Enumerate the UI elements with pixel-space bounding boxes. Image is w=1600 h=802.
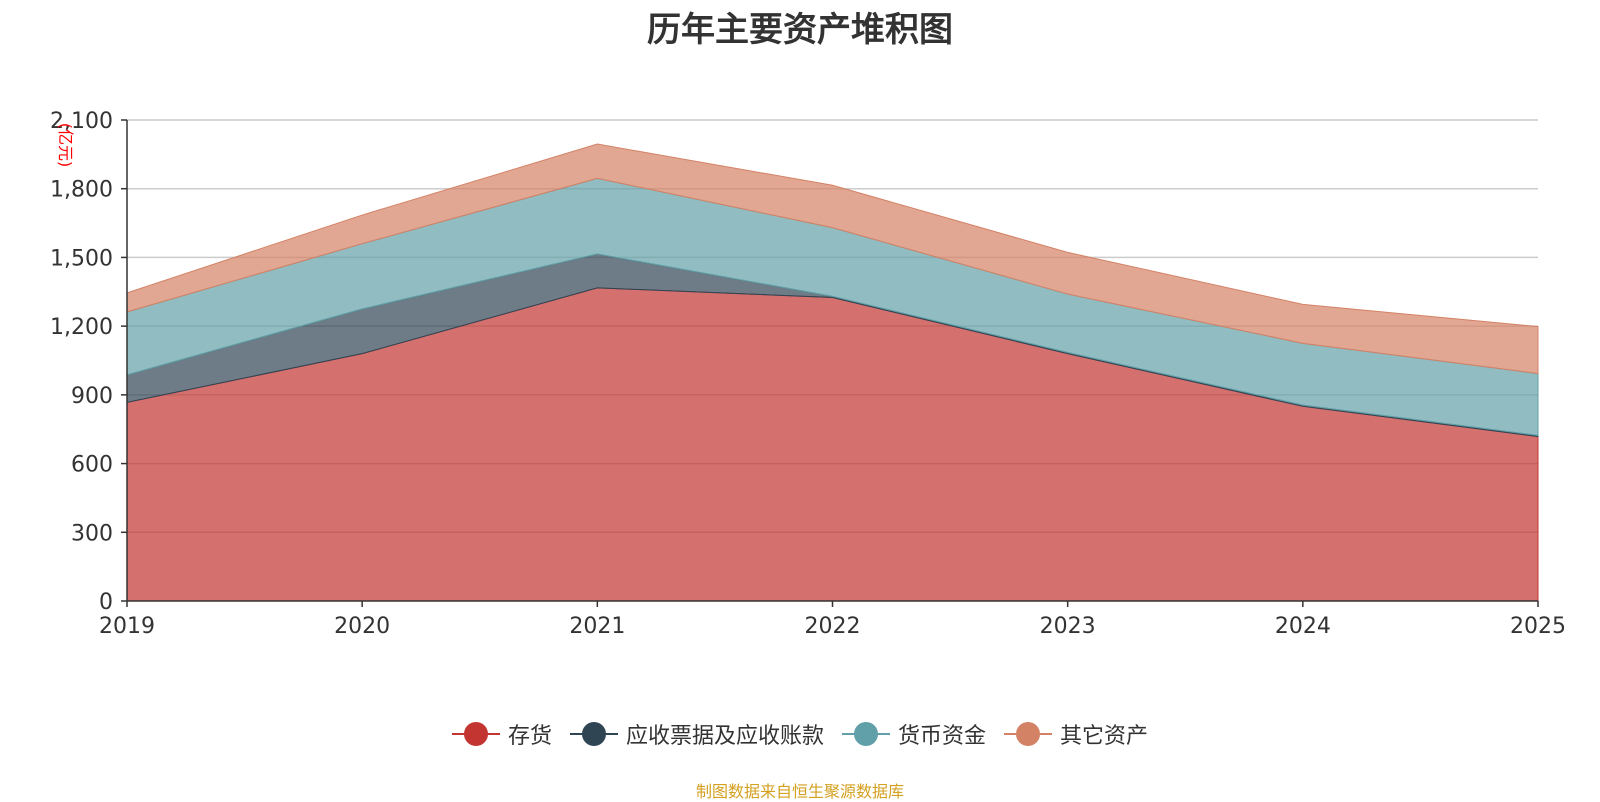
x-tick-label: 2021	[569, 614, 625, 639]
x-tick-label: 2024	[1275, 614, 1331, 639]
area-series	[126, 143, 1539, 602]
legend-label: 存货	[507, 724, 552, 749]
y-tick-label: 1,800	[50, 178, 113, 203]
legend-label: 其它资产	[1060, 724, 1149, 749]
y-unit-label: (亿元)	[56, 123, 75, 168]
legend: 存货 应收票据及应收账款 货币资金 其它资产	[0, 718, 1600, 750]
y-tick-label: 900	[71, 384, 113, 409]
chart-title: 历年主要资产堆积图	[647, 10, 953, 50]
legend-item-2[interactable]: 货币资金	[842, 718, 986, 750]
legend-label: 应收票据及应收账款	[625, 724, 824, 749]
x-tick-label: 2020	[334, 614, 390, 639]
axes: 0 300 600 900 1,200 1,500 1,800 2,100 2019 2020 20…	[50, 109, 1566, 639]
legend-item-0[interactable]: 存货	[451, 718, 552, 750]
legend-item-3[interactable]: 其它资产	[1004, 718, 1148, 750]
x-tick-label: 2022	[805, 614, 861, 639]
y-tick-label: 0	[99, 590, 113, 615]
x-tick-label: 2025	[1510, 614, 1566, 639]
x-tick-label: 2023	[1040, 614, 1096, 639]
legend-marker-icon	[842, 722, 890, 746]
y-tick-label: 300	[71, 521, 113, 546]
area-series-3[interactable]	[126, 143, 1539, 375]
source-note: 制图数据来自恒生聚源数据库	[695, 782, 904, 801]
legend-item-1[interactable]: 应收票据及应收账款	[569, 718, 824, 750]
legend-marker-icon	[569, 722, 618, 746]
legend-marker-icon	[451, 722, 500, 746]
y-tick-label: 1,200	[50, 315, 113, 340]
y-tick-label: 2,100	[50, 109, 113, 134]
legend-marker-icon	[1004, 722, 1053, 746]
x-tick-label: 2019	[99, 614, 155, 639]
legend-label: 货币资金	[898, 724, 987, 749]
y-tick-label: 600	[71, 453, 113, 478]
y-tick-label: 1,500	[50, 246, 113, 271]
